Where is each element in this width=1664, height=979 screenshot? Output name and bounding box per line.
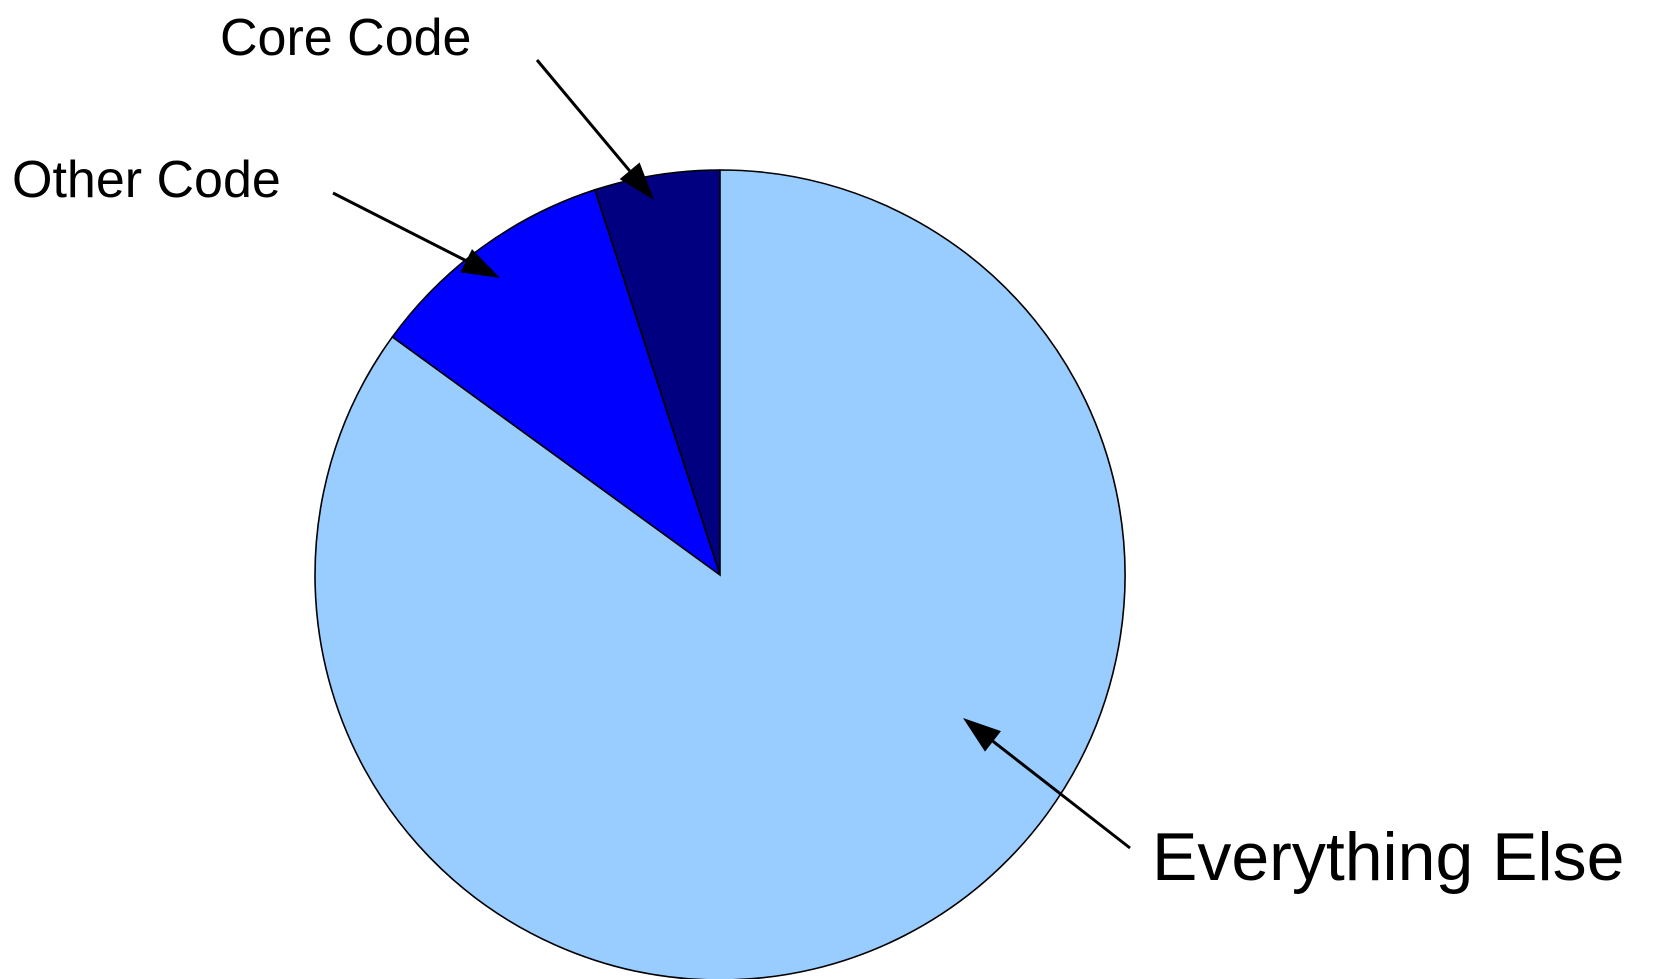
pie-annotations: Core Code Other Code Everything Else (12, 9, 1624, 895)
leader-line-core-code (535, 59, 631, 172)
leader-line-other-code (332, 191, 467, 263)
pie-slice-everything-else (314, 169, 1126, 979)
arrowhead-core-code (619, 162, 654, 200)
arrowhead-other-code (460, 249, 500, 278)
slice-label-core-code: Core Code (220, 9, 471, 67)
arrowhead-everything-else (963, 718, 1001, 752)
pie-slice-other-code (391, 188, 722, 578)
slice-label-other-code: Other Code (12, 151, 281, 209)
slice-label-everything-else: Everything Else (1152, 819, 1624, 895)
pie-slices (314, 169, 1126, 979)
leader-line-everything-else (992, 740, 1131, 850)
